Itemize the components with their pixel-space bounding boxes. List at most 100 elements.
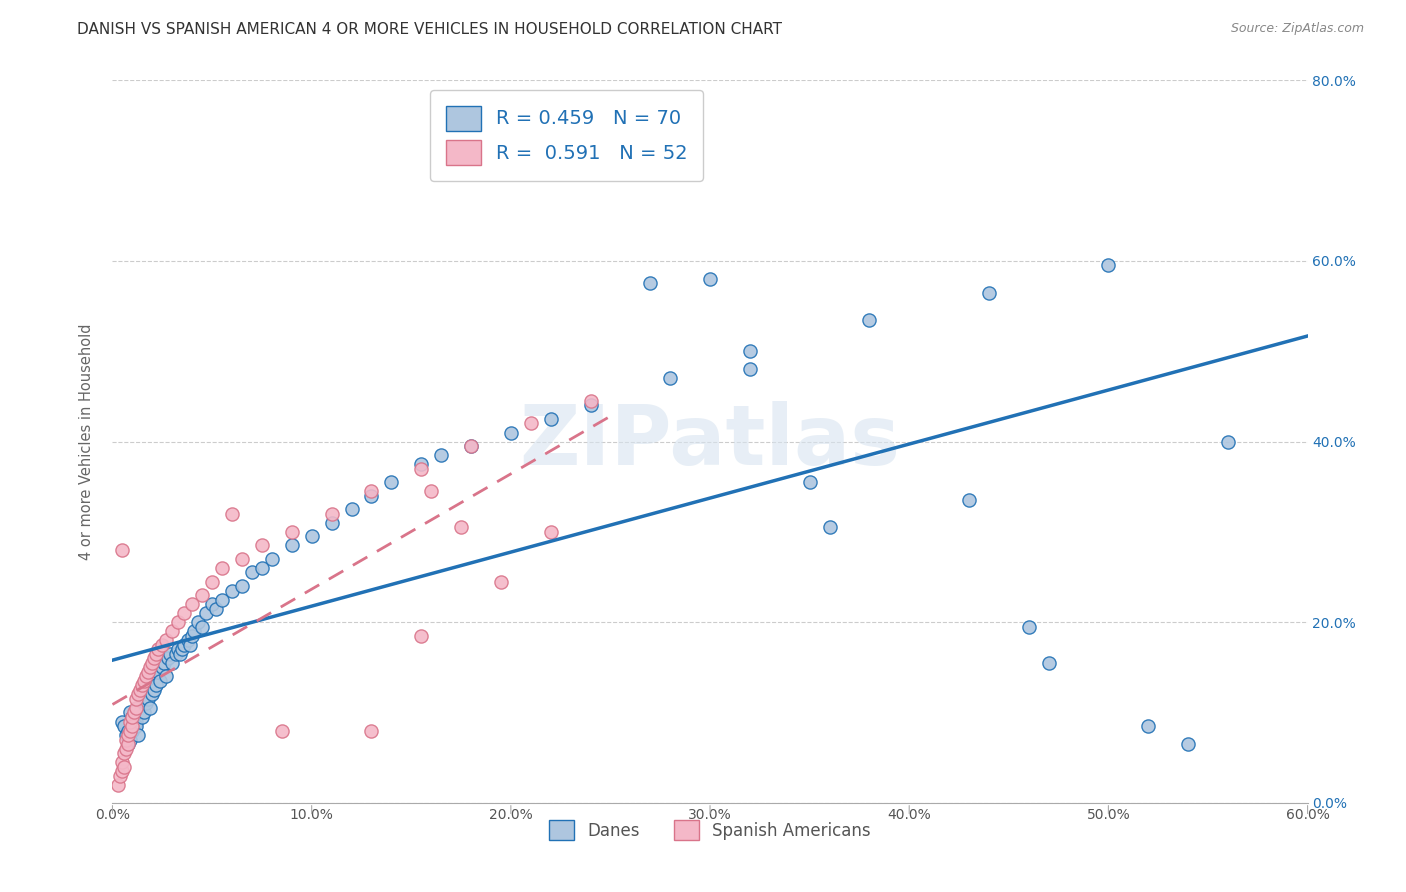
Point xyxy=(143,682,166,697)
Point xyxy=(111,542,134,557)
Point xyxy=(131,678,153,692)
Point xyxy=(111,755,134,769)
Point xyxy=(139,660,162,674)
Point xyxy=(120,723,142,738)
Point xyxy=(260,552,283,566)
Text: Source: ZipAtlas.com: Source: ZipAtlas.com xyxy=(1230,22,1364,36)
Point xyxy=(281,524,304,539)
Point xyxy=(460,439,482,453)
Point xyxy=(125,692,148,706)
Point xyxy=(121,719,143,733)
Point xyxy=(117,737,139,751)
Point xyxy=(205,601,228,615)
Point xyxy=(120,714,142,729)
Point xyxy=(799,475,821,490)
Point xyxy=(411,461,433,475)
Point xyxy=(155,633,177,648)
Point xyxy=(121,723,143,738)
Point xyxy=(411,457,433,471)
Point xyxy=(162,624,183,639)
Point xyxy=(1216,434,1239,449)
Point xyxy=(115,732,138,747)
Point xyxy=(134,673,156,688)
Point xyxy=(139,701,162,715)
Point xyxy=(411,629,433,643)
Point xyxy=(977,285,1000,300)
Point xyxy=(321,507,343,521)
Point xyxy=(1038,656,1060,670)
Point xyxy=(127,687,149,701)
Point xyxy=(165,647,187,661)
Point xyxy=(159,647,181,661)
Point xyxy=(110,769,132,783)
Point xyxy=(738,362,761,376)
Point xyxy=(1177,737,1199,751)
Point xyxy=(135,669,157,683)
Point xyxy=(141,687,163,701)
Point xyxy=(321,516,343,530)
Point xyxy=(148,642,170,657)
Point xyxy=(460,439,482,453)
Point xyxy=(115,741,138,756)
Point xyxy=(181,597,204,611)
Point xyxy=(117,728,139,742)
Point xyxy=(181,629,204,643)
Point xyxy=(177,633,200,648)
Point xyxy=(201,597,224,611)
Point xyxy=(117,737,139,751)
Point xyxy=(540,524,562,539)
Point xyxy=(115,728,138,742)
Point xyxy=(138,692,160,706)
Point xyxy=(281,538,304,552)
Point xyxy=(380,475,402,490)
Point xyxy=(149,673,172,688)
Point xyxy=(520,417,543,431)
Point xyxy=(1137,719,1160,733)
Point xyxy=(450,520,472,534)
Point xyxy=(114,746,135,760)
Point xyxy=(187,615,209,630)
Point xyxy=(173,638,195,652)
Point xyxy=(135,697,157,711)
Point xyxy=(125,714,148,729)
Point xyxy=(120,706,142,720)
Text: ZIPatlas: ZIPatlas xyxy=(520,401,900,482)
Point xyxy=(1018,620,1040,634)
Point xyxy=(129,682,152,697)
Point xyxy=(143,651,166,665)
Point xyxy=(155,669,177,683)
Point xyxy=(131,692,153,706)
Point xyxy=(145,669,167,683)
Point xyxy=(127,728,149,742)
Point xyxy=(360,723,382,738)
Legend: Danes, Spanish Americans: Danes, Spanish Americans xyxy=(541,812,879,848)
Text: DANISH VS SPANISH AMERICAN 4 OR MORE VEHICLES IN HOUSEHOLD CORRELATION CHART: DANISH VS SPANISH AMERICAN 4 OR MORE VEH… xyxy=(77,22,782,37)
Point xyxy=(111,764,134,779)
Point xyxy=(699,272,721,286)
Point xyxy=(141,656,163,670)
Point xyxy=(111,714,134,729)
Point xyxy=(420,484,443,499)
Point xyxy=(301,529,323,543)
Point xyxy=(201,574,224,589)
Point xyxy=(172,642,194,657)
Point xyxy=(250,561,273,575)
Point xyxy=(195,606,218,620)
Point xyxy=(231,552,253,566)
Point xyxy=(162,656,183,670)
Point xyxy=(191,620,214,634)
Point xyxy=(131,710,153,724)
Point xyxy=(134,706,156,720)
Point xyxy=(360,489,382,503)
Y-axis label: 4 or more Vehicles in Household: 4 or more Vehicles in Household xyxy=(79,323,94,560)
Point xyxy=(640,277,662,291)
Point xyxy=(121,710,143,724)
Point xyxy=(121,710,143,724)
Point xyxy=(540,412,562,426)
Point xyxy=(360,484,382,499)
Point xyxy=(138,665,160,679)
Point xyxy=(169,647,191,661)
Point xyxy=(167,615,190,630)
Point xyxy=(125,719,148,733)
Point xyxy=(117,723,139,738)
